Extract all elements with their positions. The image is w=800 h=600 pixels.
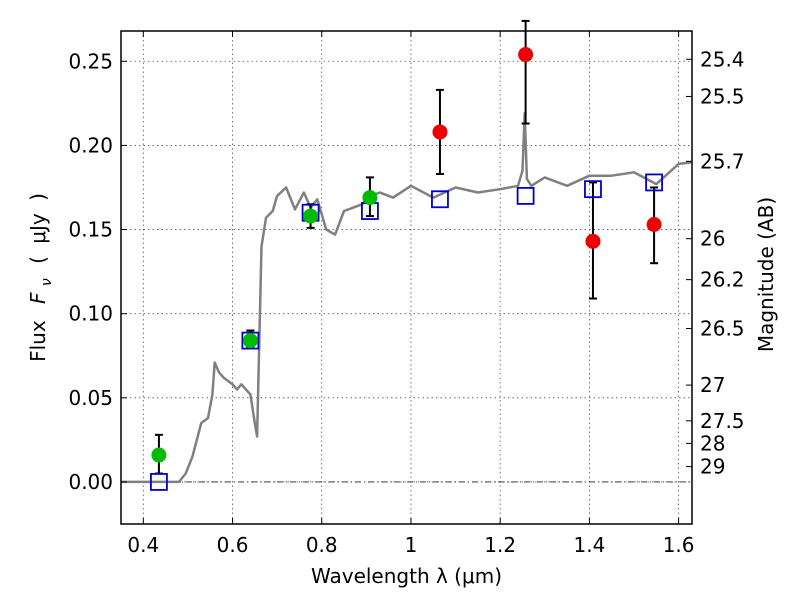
y2-tick-label: 25.4: [700, 47, 745, 71]
observed-point: [518, 47, 534, 63]
axes: 0.4 0.6 0.8 1 1.2 1.4 1.6 0.00 0.05 0.10 0.15 0.20 0…: [68, 31, 745, 557]
y-tick-label: 0.00: [68, 470, 113, 494]
y2-tick-label: 25.5: [700, 84, 745, 108]
model-sed-curve: [121, 112, 693, 484]
y-label-unit: μJy: [26, 213, 50, 244]
y2-tick-label: 26.2: [700, 268, 745, 292]
y-tick-label: 0.15: [68, 218, 113, 242]
model-sed-line: [121, 112, 693, 484]
y-tick-label: 0.25: [68, 49, 113, 73]
y-tick-label: 0.20: [68, 133, 113, 157]
x-tick-label: 1: [405, 533, 418, 557]
x-axis-label: Wavelength λ (μm): [311, 564, 502, 588]
y2-tick-label: 25.7: [700, 149, 745, 173]
model-flux-square: [516, 186, 535, 205]
model-flux-square: [584, 180, 602, 199]
y-label-symbol: F: [26, 292, 50, 304]
model-flux-square: [150, 473, 168, 491]
x-tick-label: 1.4: [573, 533, 605, 557]
x-tick-label: 1.6: [663, 533, 695, 557]
y2-tick-label: 26: [700, 227, 725, 251]
model-flux-square: [241, 331, 260, 350]
y2-tick-label: 29: [700, 455, 725, 479]
observed-point: [242, 333, 258, 349]
data-markers: [150, 47, 663, 491]
x-tick-label: 0.4: [127, 533, 159, 557]
model-flux-square: [645, 173, 663, 192]
y2-tick-label: 27: [700, 373, 725, 397]
observed-point: [362, 190, 378, 206]
observed-point: [432, 124, 448, 140]
plot-frame: [120, 30, 693, 525]
y2-axis-label: Magnitude (AB): [754, 197, 778, 352]
y2-tick-label: 27.5: [700, 409, 745, 433]
y-label-open-paren: (: [26, 256, 50, 264]
y2-tick-label: 28: [700, 431, 725, 455]
y-axis-label: Flux F ν ( μJy ): [26, 193, 56, 362]
observed-point: [303, 208, 319, 224]
x-tick-label: 0.6: [217, 533, 249, 557]
x-tick-label: 0.8: [306, 533, 338, 557]
y2-tick-label: 26.5: [700, 316, 745, 340]
y-tick-label: 0.05: [68, 386, 113, 410]
observed-point: [585, 233, 601, 249]
y-label-close-paren: ): [26, 193, 50, 201]
y-tick-label: 0.10: [68, 302, 113, 326]
y-label-flux: Flux: [26, 320, 50, 362]
grid-lines: [121, 31, 692, 524]
x-tick-label: 1.2: [484, 533, 516, 557]
observed-point: [646, 216, 662, 232]
observed-point: [151, 447, 167, 463]
error-bars: [154, 19, 659, 475]
model-flux-square: [431, 190, 449, 209]
y-label-subscript: ν: [39, 278, 55, 286]
